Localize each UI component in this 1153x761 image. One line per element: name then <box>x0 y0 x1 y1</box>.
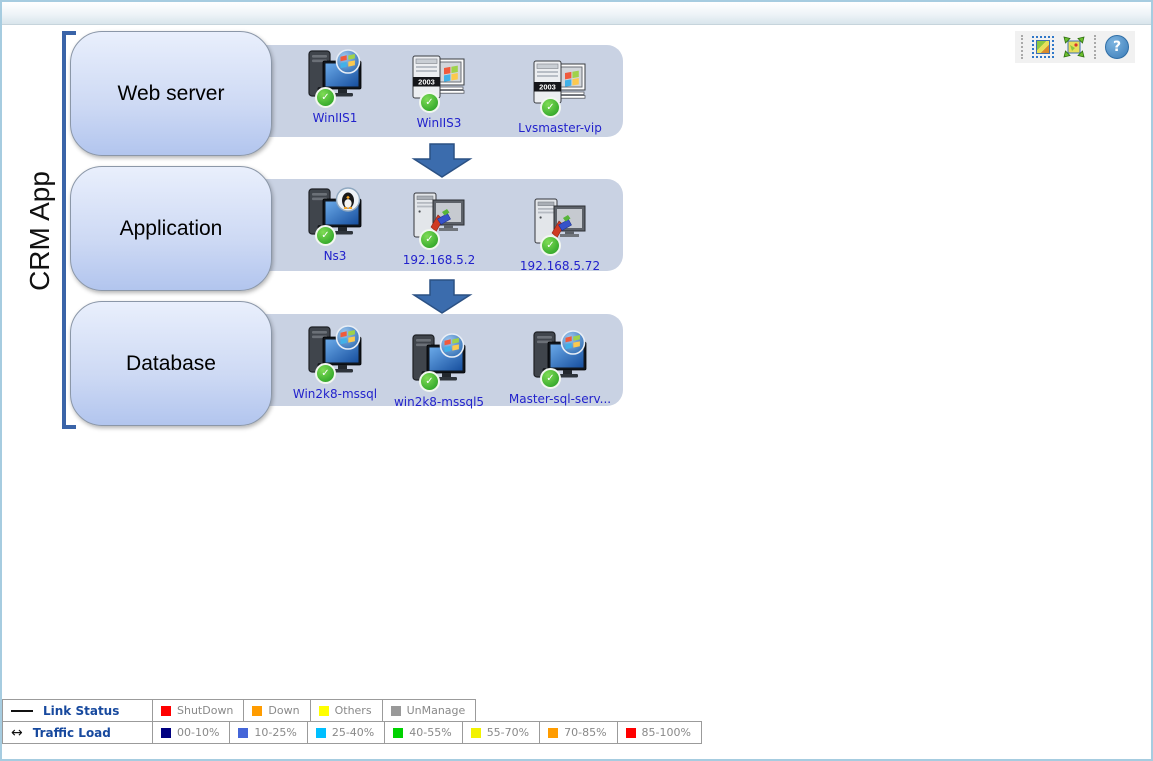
legend-item-label: Others <box>334 704 372 717</box>
status-up-icon: ✓ <box>419 371 440 392</box>
device-label[interactable]: Lvsmaster-vip <box>518 121 602 135</box>
device-label[interactable]: 192.168.5.72 <box>519 259 601 273</box>
legend-label-cell: ↔ Traffic Load <box>2 721 153 744</box>
status-color-swatch <box>390 705 401 716</box>
device-label[interactable]: Master-sql-serv... <box>508 392 612 406</box>
flow-arrow-down-icon <box>411 143 473 178</box>
traffic-color-swatch <box>548 727 559 738</box>
status-up-icon: ✓ <box>315 225 336 246</box>
map-toolbar: ? <box>1015 31 1135 63</box>
link-line-icon <box>11 709 33 712</box>
legend-item-label: 70-85% <box>564 726 607 739</box>
legend-item-label: 85-100% <box>641 726 691 739</box>
device-node[interactable]: ✓ Win2k8-mssql <box>270 325 400 401</box>
status-color-swatch <box>318 705 329 716</box>
device-label[interactable]: WinIIS3 <box>416 116 462 130</box>
device-node[interactable]: ✓ 192.168.5.72 <box>495 197 625 273</box>
tier-box-webserver[interactable]: Web server <box>70 31 272 156</box>
device-node[interactable]: ✓ Master-sql-serv... <box>495 330 625 406</box>
legend-row-link-status: Link Status ShutDown Down Others UnManag… <box>2 699 702 722</box>
traffic-color-swatch <box>315 727 326 738</box>
legend-item: 85-100% <box>616 721 702 744</box>
fit-to-window-icon[interactable] <box>1063 36 1085 58</box>
toolbar-separator <box>1021 35 1023 59</box>
legend-item-label: 10-25% <box>254 726 297 739</box>
status-up-icon: ✓ <box>540 235 561 256</box>
legend-row-title: Link Status <box>43 703 120 718</box>
legend-item: 25-40% <box>306 721 386 744</box>
legend-item-label: UnManage <box>406 704 466 717</box>
device-node[interactable]: ✓ win2k8-mssql5 <box>374 333 504 409</box>
traffic-arrow-icon: ↔ <box>11 724 23 741</box>
status-up-icon: ✓ <box>315 87 336 108</box>
device-node[interactable]: ✓ 192.168.5.2 <box>374 191 504 267</box>
legend-item-label: 55-70% <box>486 726 530 739</box>
traffic-color-swatch <box>393 727 404 738</box>
legend-row-title: Traffic Load <box>32 725 111 740</box>
status-up-icon: ✓ <box>419 229 440 250</box>
device-label[interactable]: win2k8-mssql5 <box>393 395 485 409</box>
legend-label-cell: Link Status <box>2 699 153 722</box>
device-node[interactable]: ✓ Lvsmaster-vip <box>495 59 625 135</box>
map-legend: Link Status ShutDown Down Others UnManag… <box>2 699 702 744</box>
device-label[interactable]: Ns3 <box>323 249 347 263</box>
legend-item: Others <box>309 699 383 722</box>
legend-item: Down <box>243 699 311 722</box>
status-color-swatch <box>161 705 171 716</box>
legend-item: 70-85% <box>539 721 618 744</box>
legend-item: 40-55% <box>384 721 463 744</box>
traffic-color-swatch <box>470 727 481 738</box>
device-node[interactable]: ✓ WinIIS1 <box>270 49 400 125</box>
header-strip <box>2 2 1151 25</box>
toolbar-separator <box>1094 35 1096 59</box>
tier-box-application[interactable]: Application <box>70 166 272 291</box>
traffic-color-swatch <box>161 727 171 738</box>
device-label[interactable]: Win2k8-mssql <box>292 387 378 401</box>
status-up-icon: ✓ <box>419 92 440 113</box>
device-label[interactable]: WinIIS1 <box>312 111 358 125</box>
device-node[interactable]: ✓ WinIIS3 <box>374 54 504 130</box>
group-bracket <box>62 31 76 429</box>
device-label[interactable]: 192.168.5.2 <box>402 253 476 267</box>
business-view-title: CRM App <box>24 171 55 291</box>
legend-item-label: 00-10% <box>177 726 220 739</box>
status-color-swatch <box>252 705 263 716</box>
device-node[interactable]: ✓ Ns3 <box>270 187 400 263</box>
legend-item: UnManage <box>381 699 477 722</box>
legend-item-label: 25-40% <box>331 726 375 739</box>
legend-item: 55-70% <box>461 721 541 744</box>
overview-map-icon[interactable] <box>1032 36 1054 58</box>
legend-row-traffic-load: ↔ Traffic Load 00-10% 10-25% 25-40% <box>2 721 702 744</box>
traffic-color-swatch <box>238 727 249 738</box>
help-icon[interactable]: ? <box>1105 35 1129 59</box>
legend-item: 10-25% <box>229 721 308 744</box>
status-up-icon: ✓ <box>540 97 561 118</box>
flow-arrow-down-icon <box>411 279 473 314</box>
status-up-icon: ✓ <box>540 368 561 389</box>
legend-item-label: ShutDown <box>177 704 234 717</box>
legend-item-label: 40-55% <box>409 726 452 739</box>
tier-box-database[interactable]: Database <box>70 301 272 426</box>
traffic-color-swatch <box>625 727 636 738</box>
status-up-icon: ✓ <box>315 363 336 384</box>
legend-item-label: Down <box>268 704 300 717</box>
legend-item: ShutDown <box>152 699 245 722</box>
map-canvas: ? CRM App Web server Application Databas… <box>2 25 1151 759</box>
legend-item: 00-10% <box>152 721 231 744</box>
